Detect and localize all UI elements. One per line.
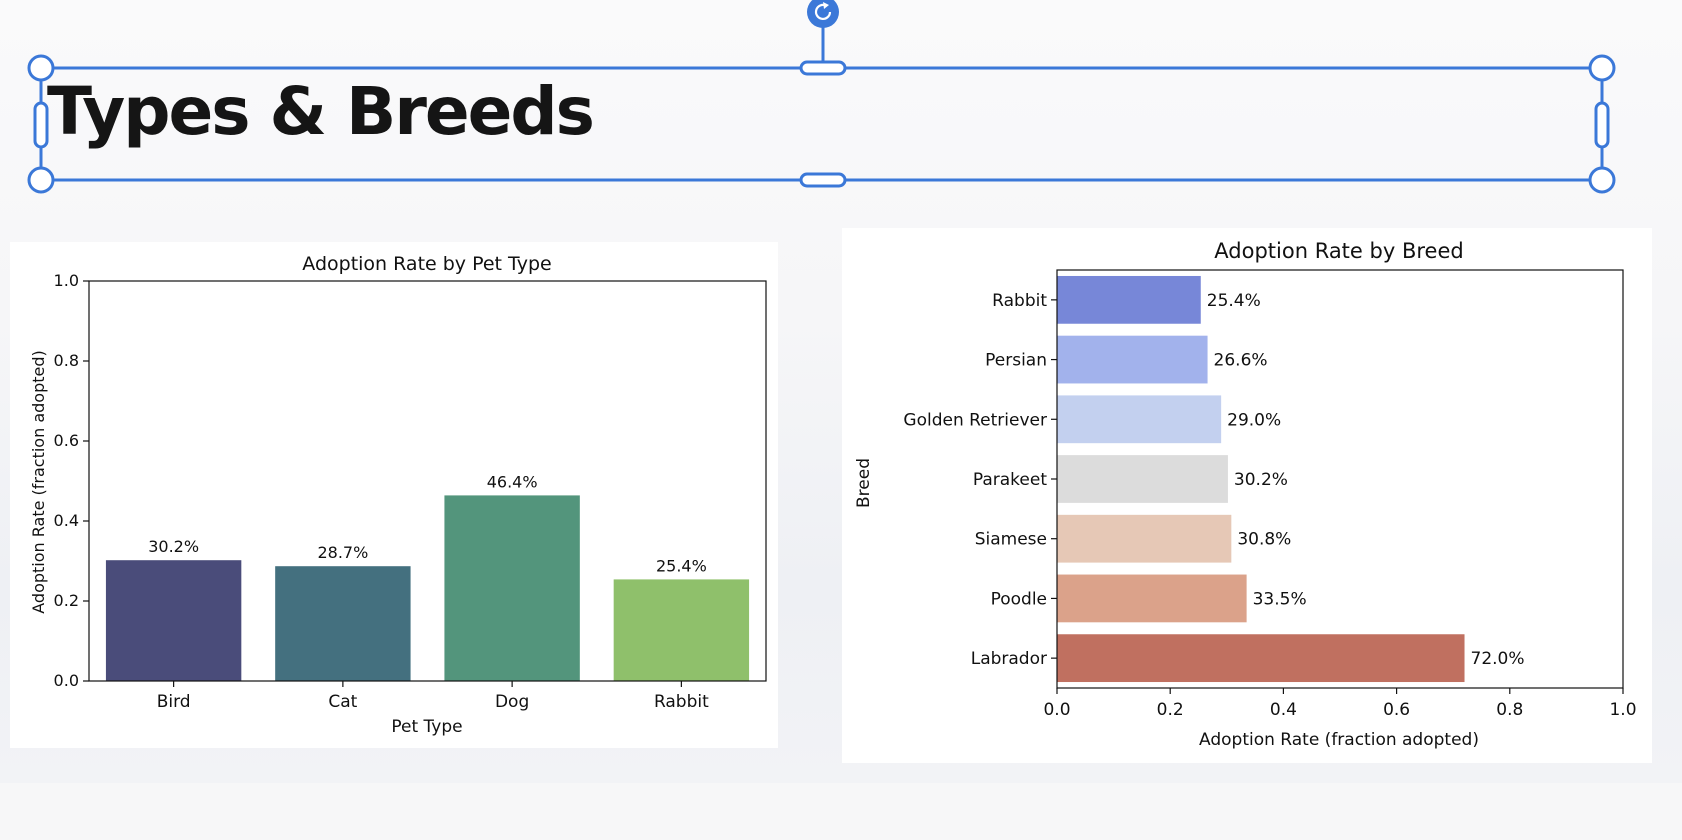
y-tick-label: Golden Retriever (903, 410, 1047, 430)
y-tick-label: 1.0 (54, 271, 79, 290)
x-tick-label: Rabbit (654, 692, 709, 712)
x-tick-label: Cat (328, 692, 357, 712)
y-tick-label: Persian (985, 351, 1047, 371)
bar (275, 566, 411, 681)
resize-handle-top[interactable] (799, 60, 847, 76)
bar (1057, 455, 1228, 503)
x-axis-label: Adoption Rate (fraction adopted) (1199, 730, 1479, 750)
slide-title[interactable]: Types & Breeds (47, 73, 595, 150)
resize-handle-right[interactable] (1594, 101, 1610, 149)
y-tick-label: 0.2 (54, 591, 79, 610)
data-label: 28.7% (317, 543, 368, 562)
rotate-icon (814, 3, 832, 21)
x-tick-label: Dog (495, 692, 529, 712)
y-axis-label: Adoption Rate (fraction adopted) (29, 350, 48, 613)
chart-title: Adoption Rate by Breed (1214, 239, 1463, 263)
chart-pet-type: Adoption Rate by Pet Type Adoption Rate … (29, 253, 767, 737)
bar (1057, 335, 1208, 384)
data-label: 25.4% (1207, 291, 1261, 311)
chart-breed-image[interactable]: Adoption Rate by Breed Breed Adoption Ra… (842, 228, 1652, 763)
x-tick-label: 0.6 (1383, 700, 1410, 720)
x-ticks: 0.0 0.2 0.4 0.6 0.8 1.0 (1043, 688, 1637, 720)
x-tick-label: 0.4 (1270, 700, 1297, 720)
data-label: 25.4% (656, 556, 707, 575)
y-tick-label: Rabbit (992, 291, 1047, 311)
x-tick-label: 0.8 (1496, 700, 1523, 720)
bar (1057, 634, 1465, 683)
resize-handle-bottom-right[interactable] (1588, 166, 1616, 194)
chart-breed: Adoption Rate by Breed Breed Adoption Ra… (854, 239, 1637, 750)
bar (1057, 514, 1232, 563)
resize-handle-left[interactable] (33, 101, 49, 149)
y-tick-label: Siamese (975, 530, 1047, 550)
data-label: 26.6% (1214, 351, 1268, 371)
y-tick-label: 0.8 (54, 351, 79, 370)
bar (1057, 395, 1222, 444)
bars: 30.2% 28.7% 46.4% 25.4% (105, 472, 750, 681)
chart-pet-type-image[interactable]: Adoption Rate by Pet Type Adoption Rate … (10, 242, 778, 748)
data-label: 30.2% (148, 537, 199, 556)
x-tick-label: 0.0 (1043, 700, 1070, 720)
resize-handle-bottom-left[interactable] (27, 166, 55, 194)
plot-frame (88, 280, 767, 682)
bar (444, 495, 580, 681)
y-tick-label: Poodle (991, 589, 1047, 609)
bars: 25.4% 26.6% 29.0% 30.2% 30.8% 33.5% 72.0% (1057, 275, 1525, 683)
resize-handle-top-right[interactable] (1588, 54, 1616, 82)
resize-handle-bottom[interactable] (799, 172, 847, 188)
bar (613, 579, 750, 681)
data-label: 29.0% (1227, 410, 1281, 430)
x-tick-label: Bird (157, 692, 191, 712)
selection-frame (39, 66, 1604, 182)
y-tick-label: Parakeet (973, 470, 1047, 490)
y-axis-label: Breed (854, 458, 874, 508)
bar (1057, 574, 1247, 623)
y-tick-label: 0.6 (54, 431, 79, 450)
data-label: 30.2% (1234, 470, 1288, 490)
x-tick-label: 0.2 (1157, 700, 1184, 720)
rotate-handle[interactable] (807, 0, 839, 28)
x-tick-label: 1.0 (1609, 700, 1636, 720)
y-tick-label: 0.4 (54, 511, 79, 530)
data-label: 33.5% (1253, 589, 1307, 609)
chart-title: Adoption Rate by Pet Type (302, 253, 551, 275)
data-label: 72.0% (1471, 649, 1525, 669)
bar (105, 560, 242, 681)
x-ticks: Bird Cat Dog Rabbit (157, 681, 709, 712)
y-tick-label: 0.0 (54, 671, 79, 690)
data-label: 46.4% (487, 472, 538, 491)
y-ticks: 0.0 0.2 0.4 0.6 0.8 1.0 (54, 271, 89, 690)
resize-handle-top-left[interactable] (27, 54, 55, 82)
plot-frame (1056, 269, 1624, 689)
y-ticks: Rabbit Persian Golden Retriever Parakeet Sia… (903, 291, 1057, 669)
bar (1057, 275, 1201, 324)
data-label: 30.8% (1237, 530, 1291, 550)
workspace-bottom (0, 783, 1682, 840)
y-tick-label: Labrador (971, 649, 1047, 669)
x-axis-label: Pet Type (391, 717, 462, 737)
rotate-icon-arrow (823, 2, 829, 9)
title-selection-box[interactable] (0, 0, 1682, 200)
